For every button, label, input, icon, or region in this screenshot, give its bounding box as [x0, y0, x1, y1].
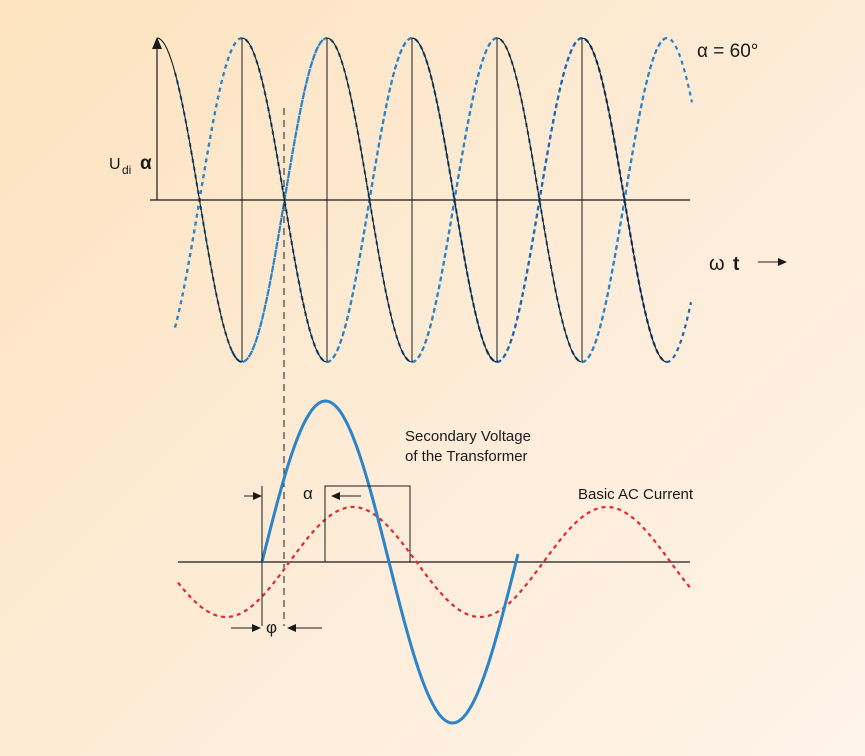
basic-ac-current-curve — [177, 505, 691, 619]
alpha-marker-label: α — [303, 484, 313, 503]
rectified-voltage-segment — [326, 37, 412, 363]
udi-label-alpha: α — [140, 153, 152, 174]
basic-ac-current-label: Basic AC Current — [578, 486, 694, 503]
omega-label: ω — [709, 253, 725, 275]
alpha-left-arrowhead — [253, 492, 262, 500]
rectified-voltage-segment — [156, 37, 242, 363]
alpha-right-arrowhead — [331, 492, 340, 500]
phi-marker-label: φ — [266, 618, 277, 637]
omega-t-arrowhead — [778, 258, 787, 266]
phase-wave-dashed — [173, 36, 328, 363]
udi-axis-arrowhead — [152, 37, 162, 49]
udi-label-subscript: di — [122, 163, 131, 177]
rectified-voltage-segment — [581, 37, 667, 363]
firing-angle-label: α = 60° — [697, 41, 758, 62]
phase-wave-dashed — [571, 37, 694, 364]
t-label: t — [733, 254, 740, 275]
secondary-voltage-curve — [260, 399, 520, 725]
phi-right-arrowhead — [287, 624, 296, 632]
secondary-voltage-label-line1: Secondary Voltage — [405, 428, 531, 445]
phase-wave-dashed — [173, 37, 498, 364]
phi-left-arrowhead — [252, 624, 261, 632]
secondary-voltage-label-line2: of the Transformer — [405, 448, 528, 465]
udi-label-base: U — [109, 156, 121, 173]
current-block-pulse — [324, 485, 411, 562]
rectified-voltage-segment — [496, 37, 582, 363]
rectified-voltage-segment — [411, 37, 497, 363]
